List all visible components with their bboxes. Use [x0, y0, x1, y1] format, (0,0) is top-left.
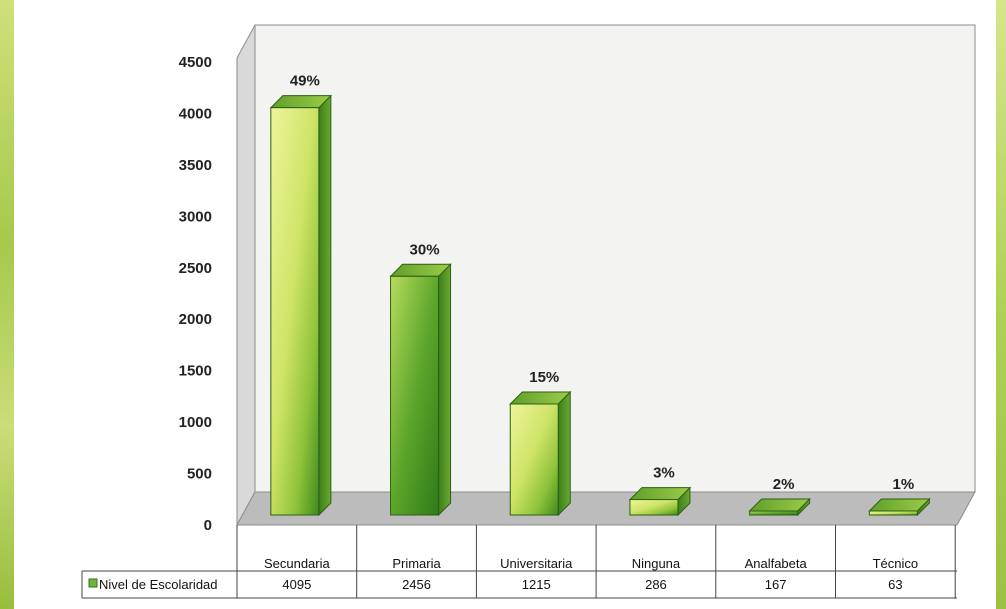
bar-front: [390, 275, 440, 516]
y-tick-label: 1000: [179, 414, 212, 431]
bar-side: [318, 94, 332, 517]
bar: [269, 94, 333, 517]
bar-front: [509, 403, 559, 516]
y-tick-label: 2500: [179, 260, 212, 277]
percent-label: 1%: [893, 476, 915, 493]
legend-swatch: [88, 578, 98, 588]
percent-label: 49%: [290, 73, 320, 90]
category-label: Primaria: [392, 556, 441, 571]
bar: [628, 486, 692, 517]
percent-labels: 49% 30% 15% 3% 2% 1%: [290, 73, 914, 493]
bar: [389, 263, 452, 517]
table-value: 63: [888, 577, 902, 592]
table-value: 286: [645, 577, 667, 592]
bar: [748, 497, 811, 517]
category-label: Técnico: [873, 556, 919, 571]
left-decorative-border: [0, 0, 14, 609]
category-label: Secundaria: [264, 556, 331, 571]
y-tick-label: 0: [204, 517, 212, 534]
y-tick-label: 3500: [179, 157, 212, 174]
category-label: Analfabeta: [745, 556, 808, 571]
table-value: 2456: [402, 577, 431, 592]
y-axis-tick-labels: 0 500 1000 1500 2000 2500 3000 3500 4000 4500: [179, 54, 212, 534]
table-value: 4095: [282, 577, 311, 592]
y-tick-label: 3000: [179, 208, 212, 225]
percent-label: 30%: [410, 241, 440, 258]
table-value: 1215: [522, 577, 551, 592]
bar-front: [270, 107, 320, 516]
bar-side: [438, 263, 452, 517]
bar: [868, 497, 931, 517]
y-tick-label: 4000: [179, 105, 212, 122]
legend-series-name: Nivel de Escolaridad: [99, 577, 218, 592]
data-table: Nivel de Escolaridad: [81, 525, 957, 599]
category-labels: Secundaria Primaria Universitaria Ninguna An…: [264, 556, 918, 571]
chart-floor: [236, 491, 976, 526]
bar: [509, 390, 572, 517]
percent-label: 3%: [653, 465, 675, 482]
y-tick-label: 2000: [179, 311, 212, 328]
chart-back-wall: [254, 24, 976, 493]
value-labels: 4095 2456 1215 286 167 63: [282, 577, 902, 592]
y-tick-label: 1500: [179, 363, 212, 380]
category-label: Universitaria: [500, 556, 573, 571]
bar-side: [557, 390, 571, 517]
bars: [269, 94, 931, 517]
percent-label: 15%: [529, 369, 559, 386]
right-decorative-border: [996, 0, 1006, 609]
bar-front: [749, 510, 799, 516]
percent-label: 2%: [773, 476, 795, 493]
category-label: Ninguna: [632, 556, 681, 571]
chart-side-wall: [236, 24, 256, 526]
bar-front: [868, 510, 918, 516]
y-tick-label: 500: [187, 466, 212, 483]
table-value: 167: [765, 577, 787, 592]
y-tick-label: 4500: [179, 54, 212, 71]
bar-front: [629, 499, 679, 516]
